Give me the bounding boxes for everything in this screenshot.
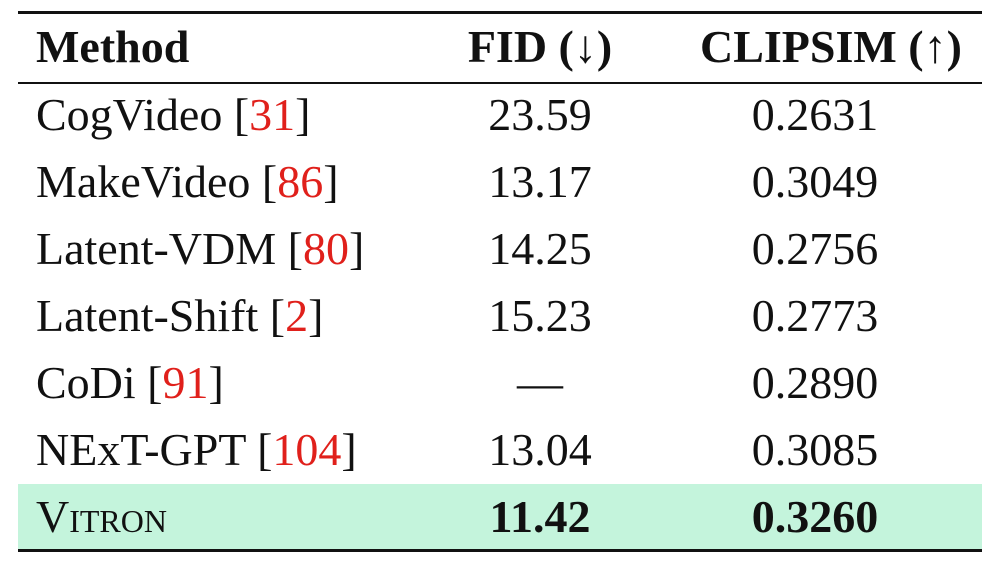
method-text: ] [348,223,365,274]
fid-cell: 11.42 [489,491,591,542]
bottom-rule [18,549,982,552]
clipsim-cell: 0.2631 [751,89,879,140]
method-cell: Latent-Shift [2] [36,283,323,349]
clipsim-cell: 0.3260 [751,491,879,542]
clipsim-cell: 0.2773 [751,290,879,341]
clipsim-cell: 0.2756 [751,223,879,274]
method-text: ] [308,290,324,341]
fid-cell: 13.17 [488,156,592,207]
header-cell: CLIPSIM (↑) [700,21,962,72]
method-cell: Latent-VDM [80] [36,216,364,282]
fid-cell: 23.59 [488,89,592,140]
highlight-row [18,484,982,549]
citation: 31 [249,89,296,140]
fid-cell: 15.23 [488,290,592,341]
citation: 104 [272,424,342,475]
method-cell: MakeVideo [86] [36,149,339,215]
citation: 86 [277,156,324,207]
method-text: NExT-GPT [ [36,424,273,475]
fid-cell: — [517,357,563,408]
method-text: ] [323,156,339,207]
method-cell: Vitron [36,491,167,542]
clipsim-cell: 0.2890 [751,357,879,408]
header-cell: FID (↓) [467,21,613,72]
method-text: ] [295,89,311,140]
method-text: Latent-VDM [ [36,223,303,274]
fid-cell: 13.04 [488,424,592,475]
citation: 91 [162,357,209,408]
citation: 80 [302,223,349,274]
method-text: CogVideo [ [36,89,250,140]
method-text: CoDi [ [36,357,163,408]
header-rule [18,82,982,84]
method-text: ] [208,357,224,408]
method-text: MakeVideo [ [36,156,278,207]
header-cell: Method [36,21,190,72]
method-cell: NExT-GPT [104] [36,417,357,483]
citation: 2 [285,290,309,341]
clipsim-cell: 0.3049 [751,156,879,207]
method-cell: CogVideo [31] [36,82,310,148]
top-rule [18,11,982,14]
method-text: Latent-Shift [ [36,290,286,341]
clipsim-cell: 0.3085 [751,424,879,475]
method-text: ] [341,424,357,475]
fid-cell: 14.25 [488,223,592,274]
method-cell: CoDi [91] [36,350,224,416]
